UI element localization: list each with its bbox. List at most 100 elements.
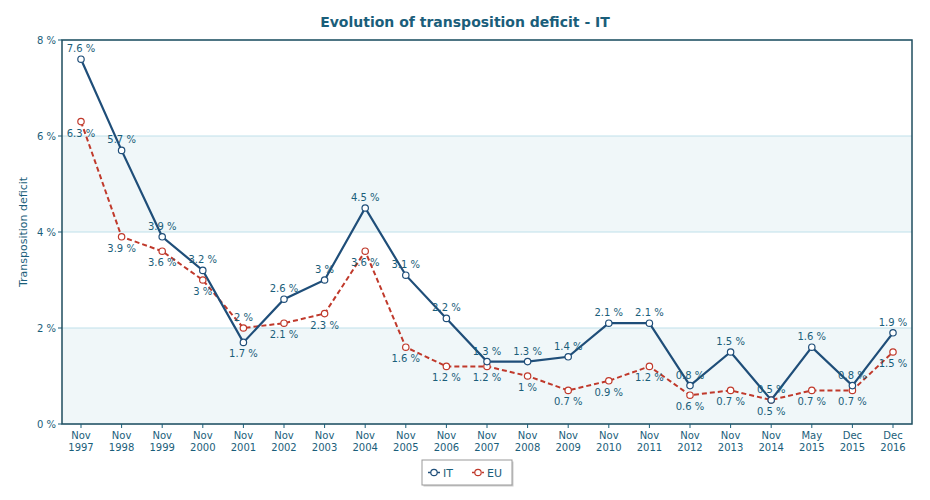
x-tick-label-line: Nov xyxy=(274,430,294,441)
data-label: 0.5 % xyxy=(757,406,786,417)
x-tick-label-line: 2009 xyxy=(555,442,580,453)
plot-marks xyxy=(78,56,896,403)
point xyxy=(890,330,896,336)
y-tick-label: 0 % xyxy=(37,419,56,430)
x-tick xyxy=(365,424,366,428)
x-tick-label: Nov2001 xyxy=(231,430,256,453)
x-tick xyxy=(162,424,163,428)
data-label: 0.7 % xyxy=(838,396,867,407)
x-tick xyxy=(202,424,203,428)
x-tick-label-line: May xyxy=(801,430,822,441)
data-label: 2.1 % xyxy=(595,307,624,318)
x-tick xyxy=(487,424,488,428)
point xyxy=(362,248,368,254)
point xyxy=(646,363,652,369)
data-label: 1.2 % xyxy=(635,372,664,383)
point xyxy=(646,320,652,326)
data-labels: 7.6 %5.7 %3.9 %3.2 %1.7 %2.6 %3 %4.5 %3.… xyxy=(67,43,908,417)
legend-box xyxy=(422,460,512,485)
x-tick-label: Nov1999 xyxy=(149,430,174,453)
point xyxy=(606,378,612,384)
x-tick-label: Nov2013 xyxy=(718,430,743,453)
x-tick xyxy=(811,424,812,428)
data-label: 2.3 % xyxy=(310,320,339,331)
point xyxy=(768,397,774,403)
point xyxy=(687,382,693,388)
x-tick-label-line: 2013 xyxy=(718,442,743,453)
point xyxy=(890,349,896,355)
x-tick-label-line: 2003 xyxy=(312,442,337,453)
x-tick-label: Nov2012 xyxy=(677,430,702,453)
x-tick-label: Nov2000 xyxy=(190,430,215,453)
data-label: 5.7 % xyxy=(107,134,136,145)
x-tick xyxy=(771,424,772,428)
x-tick-label-line: 2008 xyxy=(515,442,540,453)
data-label: 2.1 % xyxy=(270,329,299,340)
point xyxy=(78,118,84,124)
chart: Evolution of transposition deficit - ITT… xyxy=(0,0,930,500)
point xyxy=(809,387,815,393)
legend: IT EU xyxy=(422,460,514,487)
x-tick-label-line: 1997 xyxy=(68,442,93,453)
legend-marker xyxy=(475,469,481,475)
band xyxy=(62,136,912,232)
point xyxy=(200,267,206,273)
x-tick-label-line: 1999 xyxy=(149,442,174,453)
x-tick-label-line: Dec xyxy=(883,430,902,441)
point xyxy=(443,315,449,321)
data-label: 2.1 % xyxy=(635,307,664,318)
data-label: 1.5 % xyxy=(879,358,908,369)
legend-label: EU xyxy=(487,467,502,480)
x-tick-label-line: 2005 xyxy=(393,442,418,453)
series-line xyxy=(81,122,893,400)
series-line xyxy=(81,59,893,400)
x-tick-label-line: 2001 xyxy=(231,442,256,453)
x-tick-label: Nov2009 xyxy=(555,430,580,453)
data-label: 3.9 % xyxy=(107,243,136,254)
y-tick-label: 8 % xyxy=(37,35,56,46)
x-tick-label: Dec2016 xyxy=(880,430,905,453)
grid-line xyxy=(62,328,912,329)
x-tick-label-line: 2011 xyxy=(637,442,662,453)
point xyxy=(362,205,368,211)
point xyxy=(443,363,449,369)
legend-label: IT xyxy=(443,467,453,480)
x-tick-label-line: 2015 xyxy=(840,442,865,453)
grid-line xyxy=(62,136,912,137)
data-label: 3 % xyxy=(193,286,212,297)
x-tick-label-line: 2016 xyxy=(880,442,905,453)
point xyxy=(281,296,287,302)
x-tick-label-line: Nov xyxy=(558,430,578,441)
point xyxy=(606,320,612,326)
data-label: 1.6 % xyxy=(798,331,827,342)
x-tick-label-line: 2010 xyxy=(596,442,621,453)
y-tick-label: 4 % xyxy=(37,227,56,238)
y-tick-label: 2 % xyxy=(37,323,56,334)
x-tick-label-line: Nov xyxy=(315,430,335,441)
data-label: 7.6 % xyxy=(67,43,96,54)
point xyxy=(809,344,815,350)
point xyxy=(159,234,165,240)
data-label: 1.7 % xyxy=(229,348,258,359)
x-tick-label-line: 2000 xyxy=(190,442,215,453)
x-tick xyxy=(405,424,406,428)
x-tick-label-line: 2007 xyxy=(474,442,499,453)
data-label: 3 % xyxy=(315,264,334,275)
data-label: 2.6 % xyxy=(270,283,299,294)
x-tick-label-line: Nov xyxy=(152,430,172,441)
point xyxy=(524,358,530,364)
data-label: 2 % xyxy=(234,312,253,323)
point xyxy=(240,325,246,331)
point xyxy=(484,358,490,364)
point xyxy=(159,248,165,254)
data-label: 6.3 % xyxy=(67,128,96,139)
data-label: 1.5 % xyxy=(716,336,745,347)
data-label: 0.9 % xyxy=(595,387,624,398)
x-tick xyxy=(730,424,731,428)
data-label: 3.6 % xyxy=(148,257,177,268)
data-label: 0.7 % xyxy=(554,396,583,407)
data-label: 2.2 % xyxy=(432,302,461,313)
data-label: 1.4 % xyxy=(554,341,583,352)
x-tick-label-line: Nov xyxy=(71,430,91,441)
x-tick xyxy=(284,424,285,428)
